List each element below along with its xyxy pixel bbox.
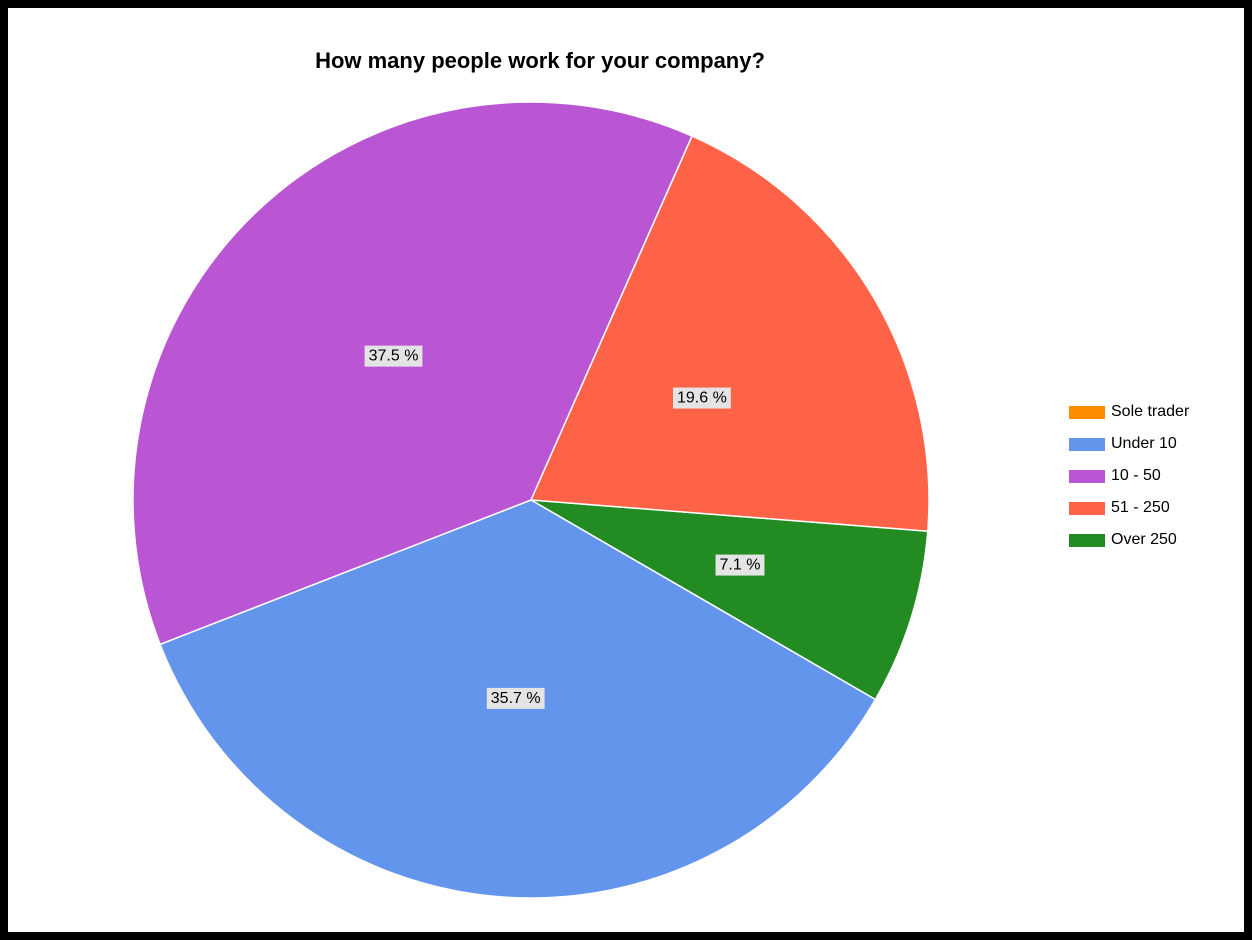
svg-text:35.7 %: 35.7 %: [491, 690, 541, 707]
legend-swatch: [1069, 501, 1105, 515]
legend-item-sole-trader: Sole trader: [1069, 400, 1189, 424]
pie-slice-10-50: [132, 101, 694, 646]
legend-item-under-10: Under 10: [1069, 432, 1189, 456]
legend-label: Under 10: [1111, 435, 1177, 452]
legend-label: 51 - 250: [1111, 499, 1170, 516]
slice-label-box: [715, 554, 765, 576]
slice-label-over-250: 7.1 %: [715, 554, 765, 576]
svg-text:7.1 %: 7.1 %: [720, 557, 761, 574]
pie-chart: 7.1 % 35.7 % 37.5 % 19.6 %: [132, 101, 930, 899]
chart-legend: Sole trader Under 10 10 - 50 51 - 250 Over 2…: [1069, 400, 1189, 560]
legend-swatch: [1069, 469, 1105, 483]
legend-item-51-250: 51 - 250: [1069, 496, 1189, 520]
slice-label-box: [672, 387, 731, 409]
legend-item-over-250: Over 250: [1069, 528, 1189, 552]
legend-label: Sole trader: [1111, 403, 1190, 420]
slice-label-under-10: 35.7 %: [486, 687, 545, 709]
slice-label-10-50: 37.5 %: [364, 345, 423, 367]
legend-swatch: [1069, 533, 1105, 547]
slice-label-box: [364, 345, 423, 367]
svg-text:19.6 %: 19.6 %: [677, 390, 727, 407]
legend-swatch: [1069, 437, 1105, 451]
slice-label-51-250: 19.6 %: [672, 387, 731, 409]
slice-label-box: [486, 687, 545, 709]
legend-swatch: [1069, 405, 1105, 419]
chart-title: How many people work for your company?: [315, 48, 765, 73]
legend-label: Over 250: [1111, 531, 1177, 548]
pie-slice-over-250: [530, 499, 929, 701]
pie-slice-51-250: [529, 135, 930, 533]
legend-label: 10 - 50: [1111, 467, 1161, 484]
svg-text:37.5 %: 37.5 %: [369, 348, 419, 365]
legend-item-10-50: 10 - 50: [1069, 464, 1189, 488]
